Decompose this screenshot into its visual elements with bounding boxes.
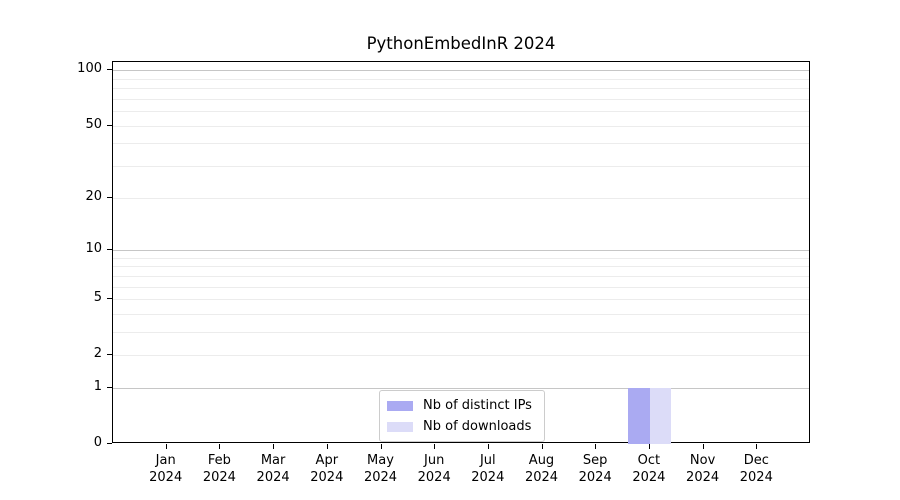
x-tick-label: Jun 2024 — [417, 453, 451, 485]
legend-item-downloads: Nb of downloads — [387, 417, 536, 436]
bar-distinct-ips — [628, 387, 650, 444]
x-tick-mark — [595, 444, 597, 449]
y-tick-label: 100 — [77, 61, 102, 77]
legend-swatch-downloads — [387, 421, 413, 432]
minor-gridline — [113, 313, 809, 315]
legend-label-distinct-ips: Nb of distinct IPs — [423, 398, 532, 413]
legend-item-distinct-ips: Nb of distinct IPs — [387, 396, 536, 415]
chart-title: PythonEmbedInR 2024 — [366, 34, 556, 53]
legend-swatch-distinct-ips — [387, 400, 413, 411]
y-tick-label: 20 — [85, 188, 102, 204]
legend: Nb of distinct IPs Nb of downloads — [379, 390, 545, 442]
y-tick-mark — [107, 196, 112, 198]
minor-gridline — [113, 197, 809, 199]
x-tick-mark — [648, 444, 650, 449]
x-tick-label: Jan 2024 — [149, 453, 183, 485]
y-tick-label: 1 — [93, 378, 102, 394]
x-tick-mark — [326, 444, 328, 449]
minor-gridline — [113, 125, 809, 127]
x-tick-label: Oct 2024 — [632, 453, 666, 485]
bar-downloads — [649, 387, 672, 444]
y-tick-mark — [107, 124, 112, 126]
y-tick-mark — [107, 297, 112, 299]
major-gridline — [113, 70, 809, 72]
x-tick-label: Aug 2024 — [524, 453, 559, 485]
y-tick-mark — [107, 69, 112, 71]
minor-gridline — [113, 78, 809, 80]
x-tick-label: Apr 2024 — [310, 453, 344, 485]
x-tick-mark — [380, 444, 382, 449]
minor-gridline — [113, 286, 809, 288]
x-tick-mark — [165, 444, 167, 449]
plot-area: Nb of distinct IPs Nb of downloads — [112, 61, 810, 444]
minor-gridline — [113, 98, 809, 100]
minor-gridline — [113, 166, 809, 167]
x-tick-label: Dec 2024 — [739, 453, 773, 485]
minor-gridline — [113, 257, 809, 259]
major-gridline — [113, 249, 809, 251]
y-tick-mark — [107, 354, 112, 356]
minor-gridline — [113, 355, 809, 357]
legend-label-downloads: Nb of downloads — [423, 419, 532, 434]
x-tick-label: Jul 2024 — [471, 453, 505, 485]
y-tick-label: 2 — [93, 346, 102, 362]
y-tick-mark — [107, 443, 112, 444]
y-tick-label: 50 — [85, 116, 102, 132]
x-tick-label: May 2024 — [363, 453, 398, 485]
y-tick-mark — [107, 386, 112, 388]
minor-gridline — [113, 266, 809, 268]
y-tick-label: 0 — [93, 435, 102, 450]
minor-gridline — [113, 331, 809, 333]
x-tick-mark — [434, 444, 436, 449]
y-tick-label: 10 — [85, 240, 102, 256]
minor-gridline — [113, 275, 809, 277]
x-tick-label: Nov 2024 — [686, 453, 720, 485]
x-tick-mark — [702, 444, 704, 449]
x-tick-mark — [219, 444, 221, 449]
x-tick-label: Sep 2024 — [578, 453, 612, 485]
minor-gridline — [113, 298, 809, 300]
x-tick-mark — [756, 444, 758, 449]
minor-gridline — [113, 143, 809, 145]
y-tick-mark — [107, 248, 112, 250]
x-tick-label: Mar 2024 — [256, 453, 290, 485]
x-tick-mark — [487, 444, 489, 449]
x-tick-mark — [273, 444, 275, 449]
x-tick-label: Feb 2024 — [202, 453, 236, 485]
y-tick-label: 5 — [93, 289, 102, 305]
major-gridline — [113, 387, 809, 389]
minor-gridline — [113, 111, 809, 113]
minor-gridline — [113, 88, 809, 90]
x-tick-mark — [541, 444, 543, 449]
